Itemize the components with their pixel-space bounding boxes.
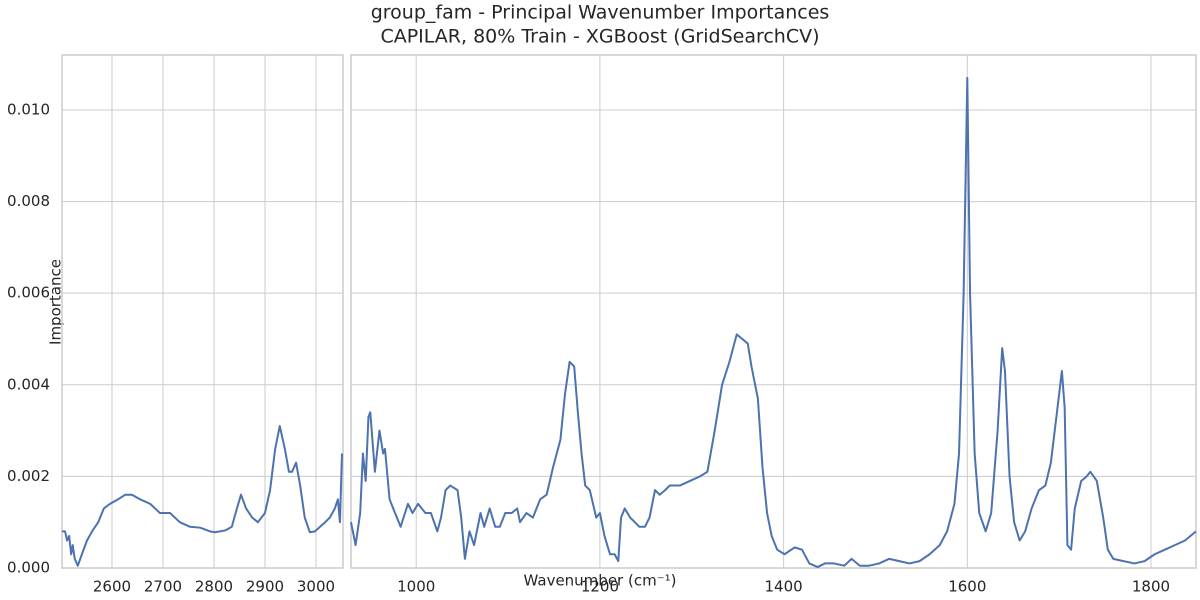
x-tick-label: 1800	[1132, 578, 1170, 596]
y-tick-label: 0.006	[7, 284, 50, 302]
chart-title: group_fam - Principal Wavenumber Importa…	[371, 2, 830, 24]
plot-frame	[61, 54, 344, 569]
x-tick-label: 1600	[948, 578, 986, 596]
y-tick-label: 0.000	[7, 559, 50, 577]
y-tick-label: 0.008	[7, 192, 50, 210]
x-axis-label: Wavenumber (cm⁻¹)	[524, 572, 677, 590]
plot-frame	[350, 54, 1197, 569]
y-axis-label: Importance	[47, 259, 65, 345]
data-line	[350, 76, 1197, 569]
x-tick-label: 2600	[93, 578, 131, 596]
x-tick-label: 1000	[397, 578, 435, 596]
data-line	[62, 425, 343, 567]
x-tick-label: 1200	[581, 578, 619, 596]
x-tick-label: 3000	[297, 578, 335, 596]
chart-subtitle: CAPILAR, 80% Train - XGBoost (GridSearch…	[380, 26, 819, 48]
x-tick-label: 2900	[246, 578, 284, 596]
x-tick-label: 2800	[195, 578, 233, 596]
x-tick-label: 1400	[765, 578, 803, 596]
x-tick-label: 2700	[144, 578, 182, 596]
y-tick-label: 0.010	[7, 100, 50, 118]
y-tick-label: 0.004	[7, 375, 50, 393]
y-tick-label: 0.002	[7, 467, 50, 485]
